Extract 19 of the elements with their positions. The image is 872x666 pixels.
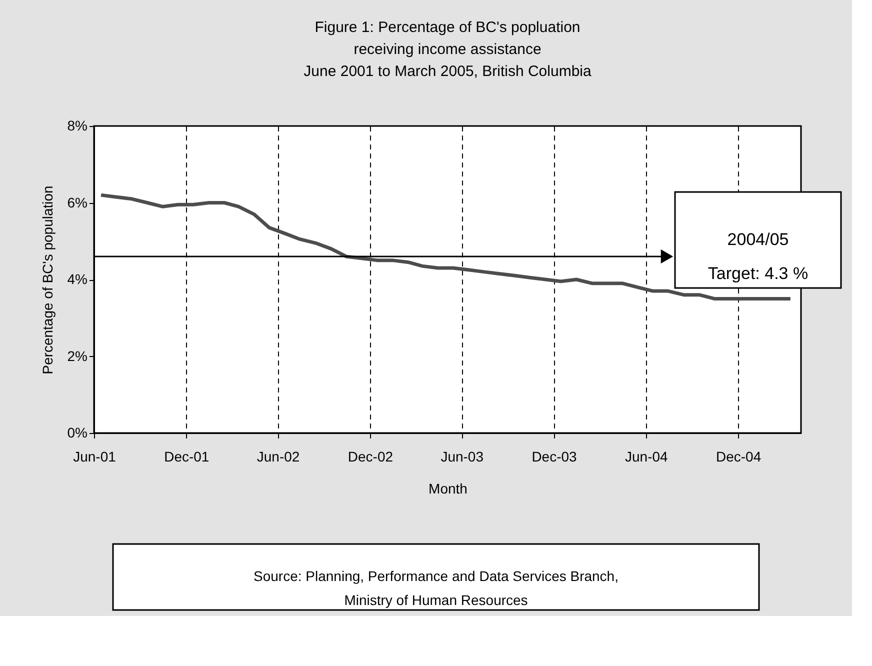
x-tick-label: Dec-04 xyxy=(716,448,762,464)
y-tick-label: 4% xyxy=(67,271,88,287)
y-axis-title: Percentage of BC's population xyxy=(39,186,56,374)
x-tick-label: Jun-03 xyxy=(440,448,484,464)
y-tick-label: 6% xyxy=(67,194,88,210)
x-axis-title: Month xyxy=(428,480,468,496)
line-series xyxy=(99,193,792,300)
y-tick-label: 0% xyxy=(67,424,88,440)
source-note: Source: Planning, Performance and Data Services Branch, Ministry of Human Resources xyxy=(254,568,618,608)
y-tick-label: 8% xyxy=(67,118,88,134)
x-tick-label: Dec-03 xyxy=(532,448,578,464)
x-tick-label: Jun-04 xyxy=(624,448,668,464)
ref-line-label: 2004/05 Target: 4.3 % xyxy=(708,230,808,283)
x-tick-label: Jun-01 xyxy=(73,448,116,464)
x-tick-label: Dec-01 xyxy=(164,448,210,464)
y-tick-label: 2% xyxy=(67,348,88,364)
chart-title: Figure 1: Percentage of BC's popluation receiving income assistance June 2001 to March 2005, British Columbia xyxy=(304,19,592,80)
x-tick-label: Dec-02 xyxy=(348,448,394,464)
x-tick-label: Jun-02 xyxy=(256,448,300,464)
